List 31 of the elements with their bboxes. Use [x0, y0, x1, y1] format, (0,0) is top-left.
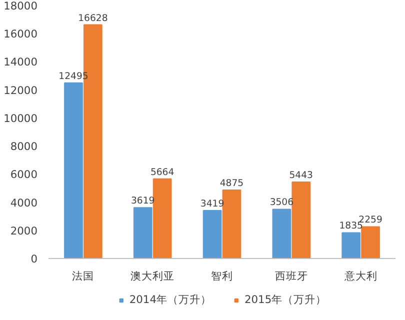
- bar: [133, 207, 152, 258]
- y-tick-label: 0: [30, 252, 38, 266]
- x-tick-label: 意大利: [343, 270, 378, 282]
- x-tick-label: 法国: [72, 270, 94, 282]
- bar: [342, 232, 361, 258]
- x-tick-label: 澳大利亚: [130, 270, 175, 282]
- y-tick-label: 16000: [4, 28, 38, 41]
- x-tick-label: 西班牙: [274, 270, 308, 282]
- y-tick-label: 8000: [10, 140, 38, 154]
- legend-label: 2014年（万升）: [129, 293, 212, 307]
- data-label: 5443: [289, 170, 314, 181]
- y-tick-label: 12000: [4, 84, 38, 97]
- legend-label: 2015年（万升）: [244, 293, 327, 307]
- y-tick-label: 10000: [4, 112, 38, 125]
- y-tick-label: 2000: [10, 224, 38, 238]
- bar: [64, 82, 83, 258]
- data-label: 5664: [150, 166, 174, 178]
- y-tick-label: 4000: [10, 196, 38, 210]
- bar: [272, 208, 292, 258]
- y-tick-label: 18000: [4, 0, 38, 12]
- bar: [222, 189, 242, 258]
- bar: [292, 181, 311, 258]
- data-label: 4875: [220, 178, 244, 189]
- bar: [202, 210, 222, 258]
- y-tick-label: 6000: [10, 168, 38, 182]
- x-tick-label: 智利: [211, 270, 233, 282]
- bar: [361, 226, 380, 258]
- y-tick-label: 14000: [4, 56, 38, 69]
- data-label: 16628: [78, 12, 108, 24]
- bar: [152, 178, 172, 258]
- data-label: 1835: [339, 220, 364, 232]
